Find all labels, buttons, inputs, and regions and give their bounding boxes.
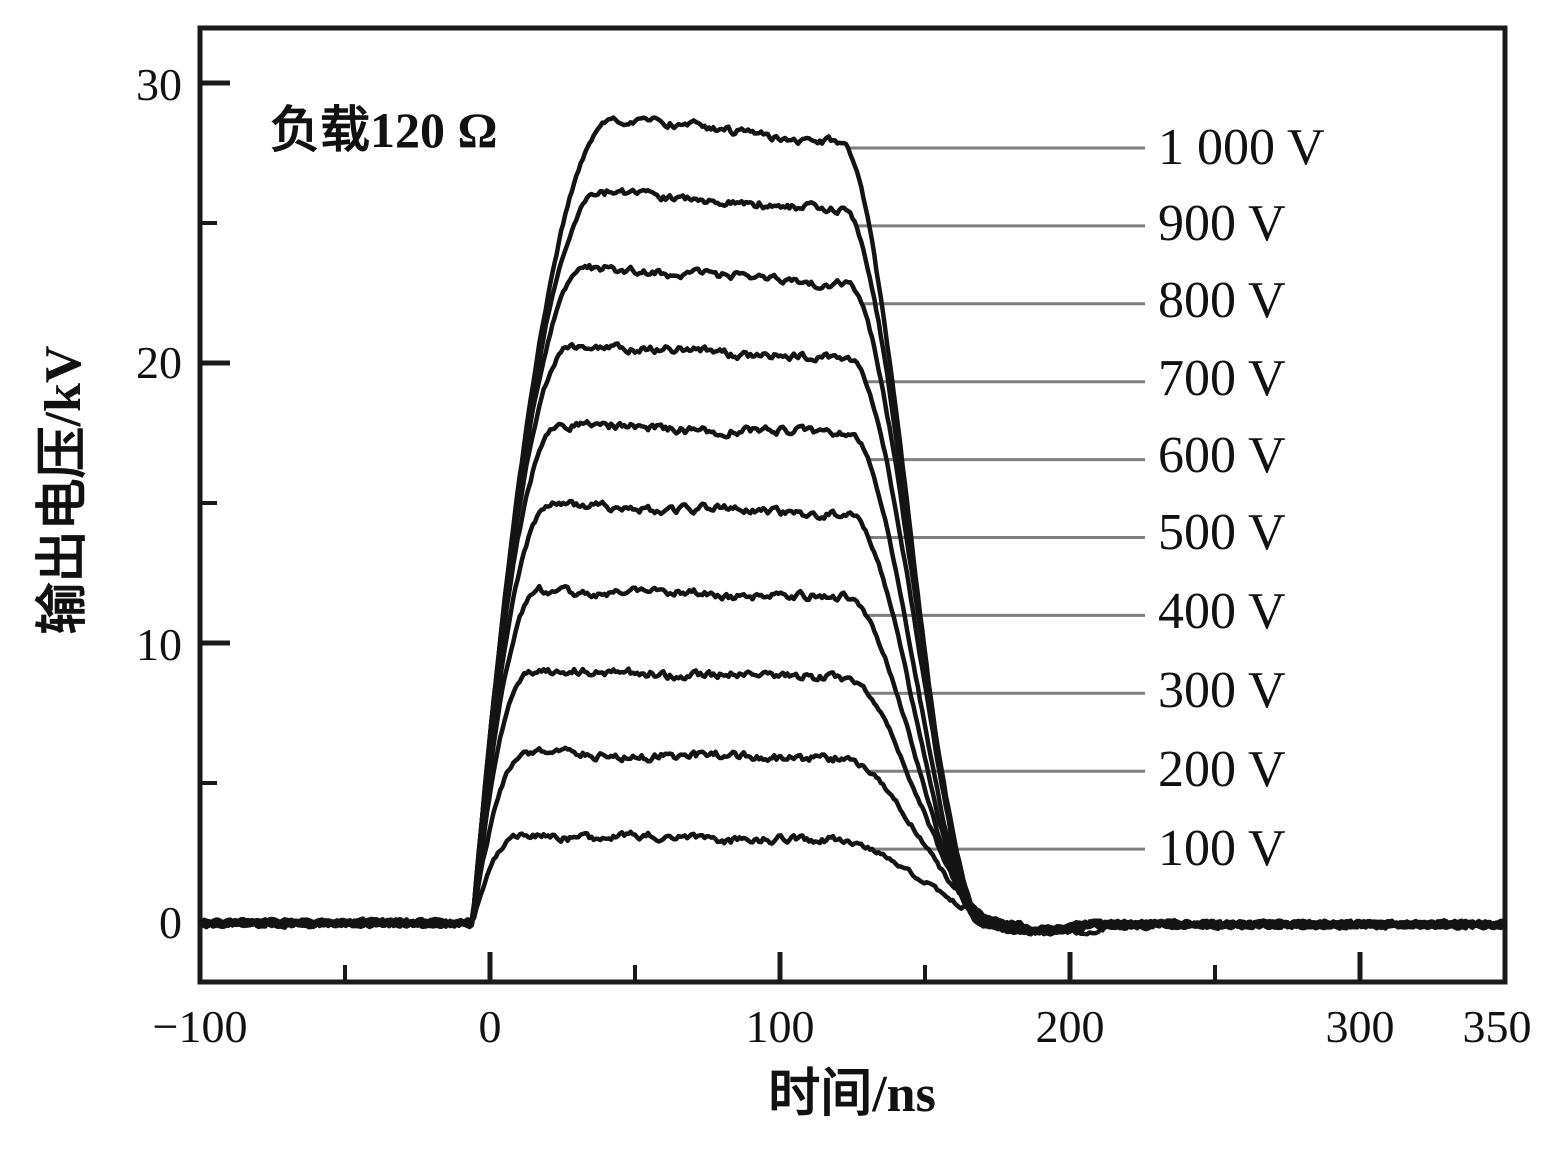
waveform-curve-900v — [197, 187, 1508, 936]
x-tick-label-100: 100 — [745, 1001, 815, 1052]
x-tick-label-neg100: −100 — [152, 1001, 248, 1052]
x-tick-label-0: 0 — [478, 1001, 502, 1052]
series-label-600v: 600 V — [1158, 427, 1286, 484]
waveform-curve-300v — [197, 666, 1508, 936]
y-tick-label-10: 10 — [136, 619, 182, 670]
waveform-curve-1000v — [197, 115, 1508, 936]
series-label-700v: 700 V — [1158, 350, 1286, 407]
series-label-300v: 300 V — [1158, 662, 1286, 719]
series-label-200v: 200 V — [1158, 741, 1286, 798]
series-label-1000v: 1 000 V — [1158, 119, 1325, 176]
y-tick-label-30: 30 — [136, 59, 182, 110]
series-label-100v: 100 V — [1158, 820, 1286, 877]
plot-border — [197, 25, 1508, 985]
series-label-800v: 800 V — [1158, 272, 1286, 329]
load-annotation: 负载120 Ω — [270, 102, 498, 158]
series-label-900v: 900 V — [1158, 195, 1286, 252]
waveform-curve-100v — [197, 829, 1508, 937]
series-label-400v: 400 V — [1158, 583, 1286, 640]
series-label-500v: 500 V — [1158, 504, 1286, 561]
x-tick-label-200: 200 — [1035, 1001, 1105, 1052]
waveform-curve-500v — [197, 498, 1508, 937]
y-tick-label-0: 0 — [159, 897, 182, 948]
x-tick-label-300: 300 — [1325, 1001, 1395, 1052]
waveform-curve-200v — [197, 745, 1508, 937]
x-tick-label-350: 350 — [1462, 1001, 1532, 1052]
y-axis-title: 输出电压/kV — [35, 345, 92, 635]
x-axis-title: 时间/ns — [768, 1066, 936, 1123]
y-tick-label-20: 20 — [136, 337, 182, 388]
